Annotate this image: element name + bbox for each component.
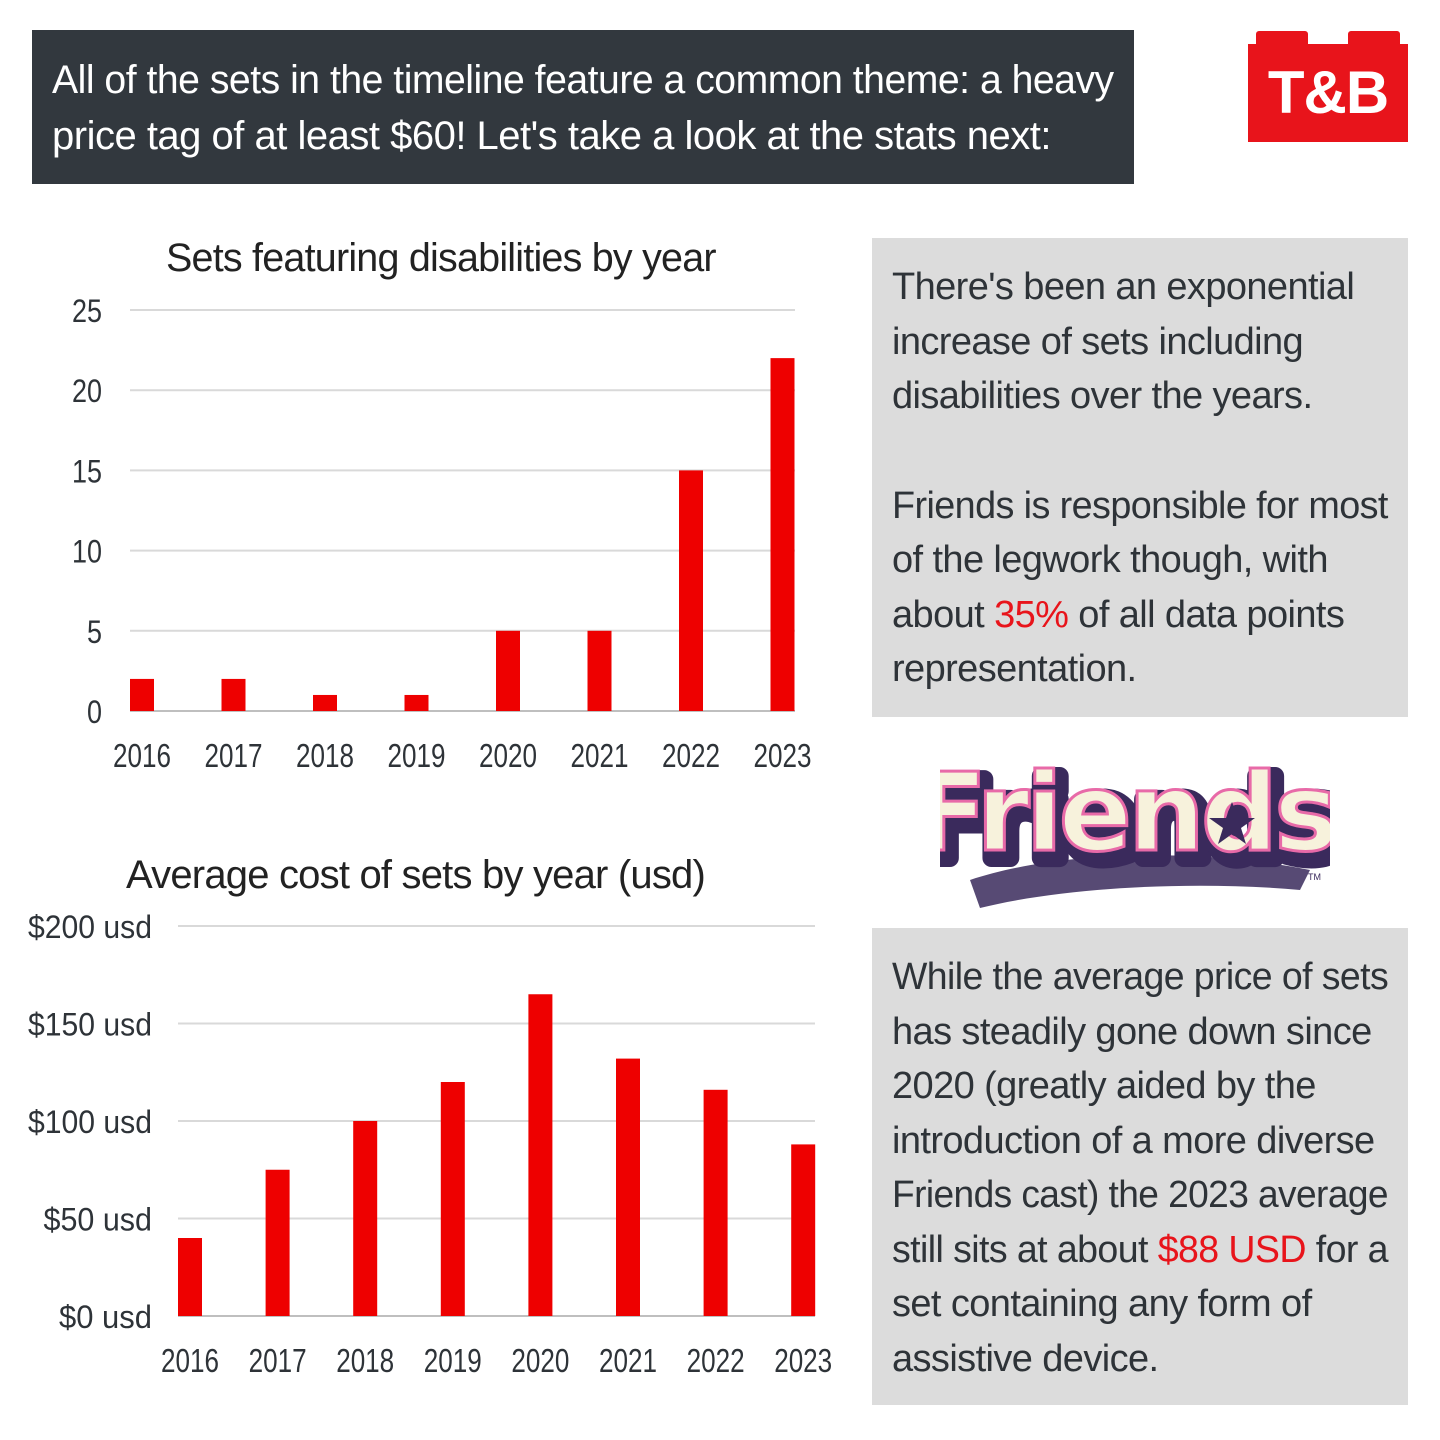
friends-logo-art: Friends Friends TM [911, 750, 1353, 908]
panel2-line: set containing any form of [892, 1283, 1312, 1325]
star-icon [1209, 802, 1255, 844]
panel2-line: 2020 (greatly aided by the [892, 1065, 1316, 1107]
bar-2019 [440, 1082, 465, 1316]
y-tick-label: 0 [87, 694, 102, 730]
y-tick-label: $50 usd [44, 1202, 153, 1238]
bar-2016 [130, 678, 154, 711]
bar-2016 [178, 1238, 202, 1316]
y-tick-label: $100 usd [28, 1104, 152, 1140]
insight-panel-1: There's been an exponential increase of … [872, 238, 1408, 717]
bar-2021 [587, 630, 612, 711]
bar-2022 [679, 470, 703, 711]
text-segment: still sits at about [892, 1228, 1158, 1271]
panel1-line: disabilities over the years. [892, 375, 1313, 417]
x-tick-label: 2021 [599, 1342, 657, 1379]
y-tick-label: $0 usd [59, 1299, 152, 1335]
x-tick-label: 2016 [161, 1342, 219, 1379]
trademark-mark: TM [1308, 872, 1321, 882]
panel2-line-highlight: still sits at about $88 USD for a [892, 1223, 1389, 1278]
text-segment: about [892, 593, 995, 636]
bar-2020 [496, 630, 520, 711]
banner-line-2: price tag of at least $60! Let's take a … [52, 114, 1051, 158]
logo-stud-left [1256, 31, 1308, 45]
bar-2019 [404, 694, 429, 711]
brush-stroke [970, 855, 1310, 908]
friends-logo-outline: Friends [940, 759, 1330, 884]
text-segment: of all data points [1068, 593, 1345, 636]
panel1-line: increase of sets including [892, 320, 1304, 363]
x-tick-label: 2023 [754, 737, 812, 774]
panel1-line: There's been an exponential [892, 266, 1355, 308]
panel2-line: While the average price of sets [892, 956, 1389, 998]
x-tick-label: 2022 [662, 737, 720, 774]
x-tick-label: 2020 [511, 1342, 569, 1379]
bar-2023 [791, 1144, 816, 1316]
friends-logo-text: Friends [940, 751, 1330, 876]
x-tick-label: 2019 [388, 737, 446, 774]
panel2-line: Friends cast) the 2023 average [892, 1174, 1389, 1216]
x-tick-label: 2019 [424, 1342, 482, 1379]
header-banner: All of the sets in the timeline feature … [32, 30, 1134, 184]
panel1-line: representation. [892, 648, 1137, 690]
y-tick-label: 10 [72, 534, 102, 570]
logo-stud-right [1348, 31, 1400, 45]
x-tick-label: 2023 [774, 1342, 832, 1379]
x-tick-label: 2018 [296, 737, 354, 774]
brand-logo-text: T&B [1267, 59, 1389, 126]
bar-2018 [313, 694, 337, 711]
y-tick-label: 25 [72, 293, 102, 329]
bar-2021 [616, 1058, 640, 1316]
panel2-line: has steadily gone down since [892, 1010, 1372, 1053]
brand-logo: T&B [1248, 31, 1408, 142]
panel1-line: Friends is responsible for most [892, 484, 1388, 527]
panel2-line: assistive device. [892, 1337, 1159, 1380]
y-tick-label: $150 usd [28, 1007, 152, 1043]
x-tick-label: 2020 [479, 737, 537, 774]
bar-2017 [265, 1169, 290, 1316]
y-tick-label: 15 [72, 453, 102, 489]
bar-2018 [353, 1121, 378, 1316]
average-price-highlight: $88 USD [1157, 1228, 1307, 1271]
friends-share-highlight: 35% [994, 593, 1069, 636]
bar-2020 [528, 994, 553, 1316]
x-tick-label: 2016 [113, 737, 171, 774]
panel1-line-highlight: about 35% of all data points [892, 588, 1388, 643]
x-tick-label: 2017 [205, 737, 263, 774]
banner-line-1: All of the sets in the timeline feature … [52, 58, 1114, 102]
x-tick-label: 2018 [336, 1342, 394, 1379]
chart-1-title: Sets featuring disabilities by year [166, 236, 717, 280]
chart-sets-by-year: 0 5 10 15 20 25 2016 2017 2018 2019 2020 2021 2022 20… [72, 293, 812, 774]
bar-2023 [770, 358, 795, 711]
chart-2-title: Average cost of sets by year (usd) [126, 853, 706, 897]
paragraph-gap [892, 424, 1388, 479]
chart-average-cost: $0 usd $50 usd $100 usd $150 usd $200 usd 201… [28, 909, 832, 1379]
y-tick-label: 20 [72, 373, 102, 409]
y-tick-label: 5 [87, 614, 102, 650]
x-tick-label: 2017 [249, 1342, 307, 1379]
text-segment: for a [1305, 1228, 1389, 1271]
bar-2022 [703, 1089, 728, 1316]
friends-logo: Friends Friends TM [911, 730, 1353, 915]
x-tick-label: 2021 [571, 737, 629, 774]
insight-panel-2: While the average price of sets has stea… [872, 928, 1408, 1405]
panel1-line: of the legwork though, with [892, 539, 1328, 581]
x-tick-label: 2022 [687, 1342, 745, 1379]
bar-2017 [221, 678, 246, 711]
panel2-line: introduction of a more diverse [892, 1119, 1375, 1162]
y-tick-label: $200 usd [28, 909, 152, 945]
